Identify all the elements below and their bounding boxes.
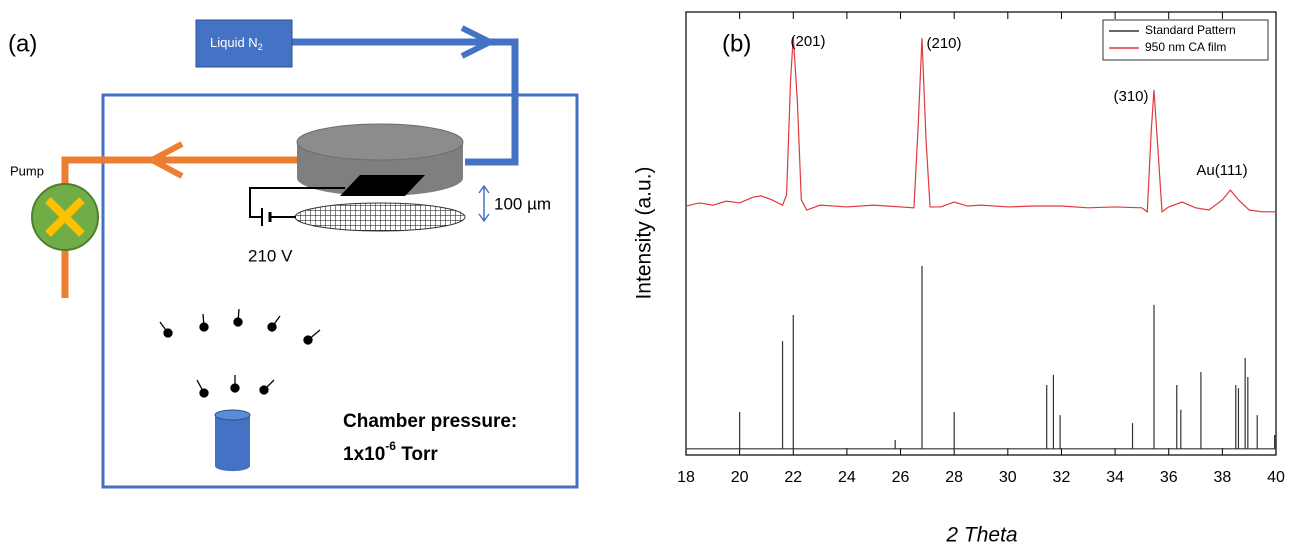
- annotation: (201): [790, 33, 825, 50]
- mesh: [294, 202, 466, 232]
- pressure-value: 1x10-6 Torr: [343, 439, 438, 465]
- pressure-label: Chamber pressure:: [343, 411, 517, 432]
- legend-label: 950 nm CA film: [1145, 40, 1226, 54]
- x-tick-label: 30: [999, 469, 1017, 486]
- x-tick-label: 38: [1213, 469, 1231, 486]
- pump-label: Pump: [10, 163, 44, 178]
- gap-arrow: [478, 184, 490, 223]
- pressure-base: 1x10: [343, 444, 385, 465]
- plot-frame: [685, 11, 1277, 456]
- stage-top: [296, 123, 464, 161]
- x-tick-label: 32: [1053, 469, 1071, 486]
- x-tick-label: 18: [677, 469, 695, 486]
- annotation: (310): [1113, 88, 1148, 105]
- legend-label: Standard Pattern: [1145, 23, 1236, 37]
- wire: [249, 187, 345, 218]
- x-tick-label: 28: [945, 469, 963, 486]
- series-line: [686, 265, 1276, 450]
- y-axis-label: Intensity (a.u.): [633, 166, 656, 299]
- n2-label: Liquid N2: [210, 35, 263, 52]
- x-axis-label: 2 Theta: [945, 524, 1017, 547]
- x-tick-label: 36: [1160, 469, 1178, 486]
- x-tick-label: 40: [1267, 469, 1285, 486]
- annotation: Au(111): [1196, 162, 1247, 179]
- panel-label: (b): [722, 30, 751, 57]
- molecules: [159, 308, 321, 398]
- n2-text: Liquid N: [210, 35, 258, 50]
- pump-pipe: [61, 156, 300, 190]
- pump-x: [45, 197, 85, 237]
- pressure-exp: -6: [385, 439, 396, 453]
- diagram: (a) Liquid N2 Pump 210 V 100 µm Chamber …: [8, 19, 579, 489]
- x-tick-label: 20: [731, 469, 749, 486]
- x-tick-label: 24: [838, 469, 856, 486]
- pressure-unit: Torr: [396, 444, 438, 465]
- x-tick-label: 34: [1106, 469, 1124, 486]
- n2-pipe: [292, 38, 519, 166]
- pump-arrow: [145, 141, 184, 179]
- x-tick-label: 26: [892, 469, 910, 486]
- annotation: (210): [926, 35, 961, 52]
- x-tick-label: 22: [784, 469, 802, 486]
- gap-label: 100 µm: [494, 194, 551, 213]
- n2-box: [195, 19, 293, 68]
- panel-label: (a): [8, 30, 37, 57]
- chamber: [101, 93, 579, 489]
- series-line: [685, 36, 1276, 213]
- n2-arrow: [460, 25, 497, 59]
- voltage-label: 210 V: [248, 246, 293, 265]
- sample: [340, 175, 425, 196]
- chart: (b) 2 Theta Intensity (a.u.) 18 20 22 24 26 2…: [633, 11, 1285, 547]
- legend-box: [1102, 19, 1269, 61]
- n2-sub: 2: [258, 42, 263, 52]
- source-top: [214, 409, 251, 421]
- source: [215, 415, 250, 472]
